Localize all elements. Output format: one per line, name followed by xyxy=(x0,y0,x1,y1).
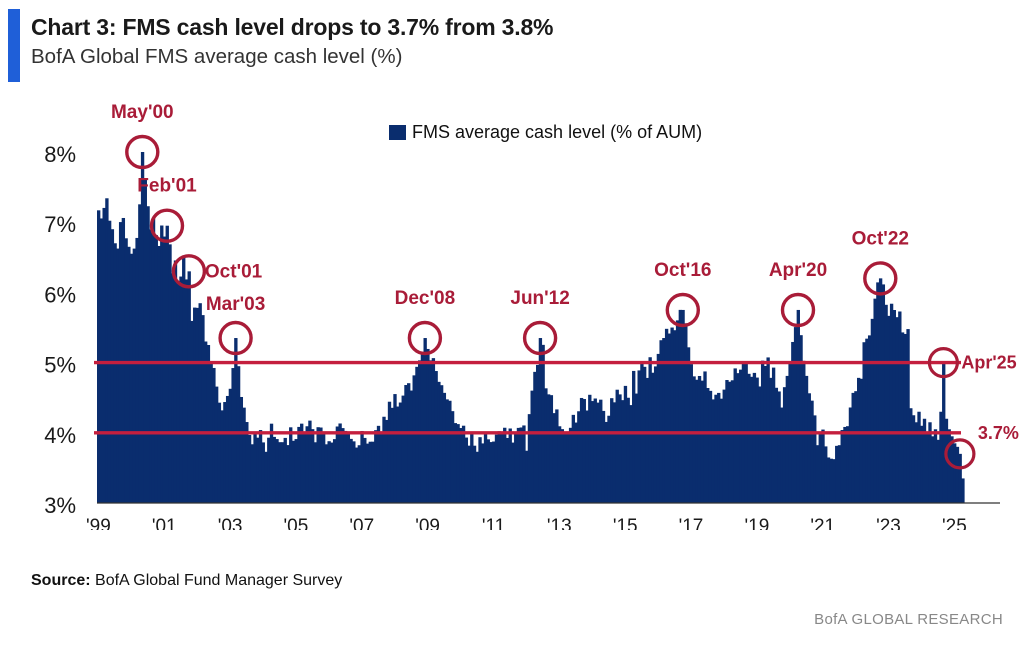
svg-text:4%: 4% xyxy=(44,423,76,448)
svg-text:3.7%: 3.7% xyxy=(978,423,1019,443)
svg-text:Apr'25: Apr'25 xyxy=(961,353,1016,373)
svg-text:Oct'01: Oct'01 xyxy=(205,261,263,282)
svg-text:8%: 8% xyxy=(44,142,76,167)
svg-text:'07: '07 xyxy=(349,516,374,530)
svg-text:May'00: May'00 xyxy=(111,102,174,123)
svg-text:'25: '25 xyxy=(942,516,967,530)
svg-text:'23: '23 xyxy=(876,516,901,530)
svg-text:Apr'20: Apr'20 xyxy=(769,260,827,281)
svg-text:Oct'16: Oct'16 xyxy=(654,260,711,281)
svg-text:'15: '15 xyxy=(613,516,638,530)
svg-text:'99: '99 xyxy=(86,516,111,530)
svg-text:'11: '11 xyxy=(482,516,505,530)
svg-text:'17: '17 xyxy=(679,516,704,530)
svg-text:3%: 3% xyxy=(44,493,76,518)
svg-text:Oct'22: Oct'22 xyxy=(852,228,909,249)
svg-text:'09: '09 xyxy=(415,516,440,530)
svg-text:'21: '21 xyxy=(810,516,835,530)
svg-text:5%: 5% xyxy=(44,353,76,378)
svg-text:'13: '13 xyxy=(547,516,572,530)
svg-text:6%: 6% xyxy=(44,282,76,307)
svg-text:Jun'12: Jun'12 xyxy=(510,288,569,309)
svg-text:Mar'03: Mar'03 xyxy=(206,294,265,315)
svg-text:7%: 7% xyxy=(44,212,76,237)
svg-text:'19: '19 xyxy=(745,516,770,530)
svg-text:'05: '05 xyxy=(284,516,309,530)
svg-text:'03: '03 xyxy=(218,516,243,530)
svg-text:Feb'01: Feb'01 xyxy=(137,176,197,197)
svg-text:Dec'08: Dec'08 xyxy=(395,288,456,309)
svg-text:'01: '01 xyxy=(152,516,177,530)
